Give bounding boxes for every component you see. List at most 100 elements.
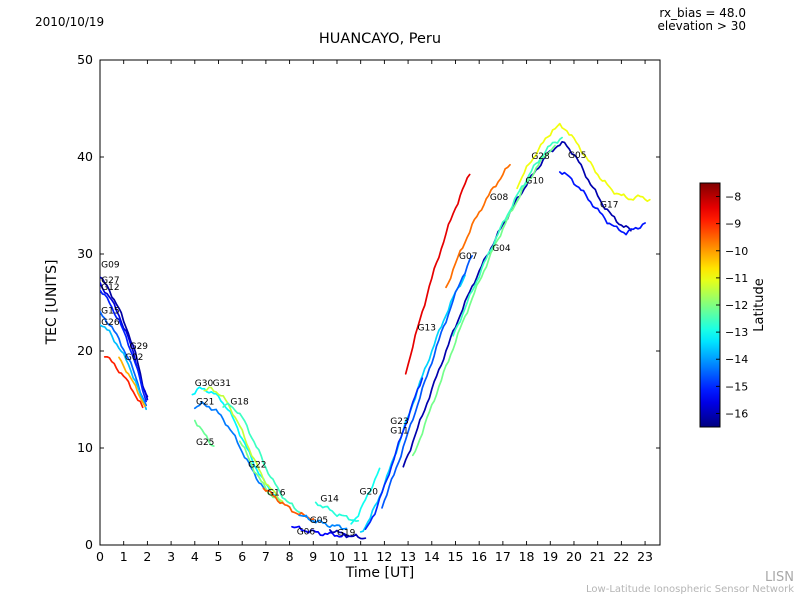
satellite-label: G12 (101, 283, 119, 293)
satellite-label: G20 (360, 488, 379, 498)
satellite-label: G04 (492, 244, 511, 254)
trace-G25 (193, 419, 215, 447)
colorbar-tick-label: −16 (725, 407, 748, 420)
satellite-label: G26 (101, 318, 120, 328)
satellite-label: G28 (531, 152, 550, 162)
page-title: HUANCAYO, Peru (318, 31, 442, 47)
x-tick-label: 9 (309, 549, 317, 564)
satellite-label: G22 (248, 460, 266, 470)
x-tick-label: 2 (143, 549, 151, 564)
colorbar: −8 −9 −10 −11 −12 −13 −14 −15 −16 (699, 182, 748, 428)
satellite-label: G23 (390, 417, 408, 427)
satellite-label: G15 (101, 306, 119, 316)
trace-G09 (100, 276, 149, 398)
x-tick-label: 12 (376, 549, 392, 564)
satellite-label: G14 (320, 494, 339, 504)
trace-G26 (100, 324, 148, 411)
satellite-label: G07 (459, 252, 477, 262)
trace-G29 (118, 356, 146, 408)
y-tick-label: 50 (77, 52, 93, 67)
trace-G15 (100, 310, 148, 407)
x-tick-label: 20 (566, 549, 582, 564)
trace-G20 (350, 467, 381, 525)
x-tick-label: 14 (424, 549, 440, 564)
y-tick-label: 20 (77, 343, 93, 358)
y-axis-label: TEC [UNITS] (44, 259, 60, 345)
satellite-label: G25 (196, 438, 214, 448)
trace-G05 (516, 122, 651, 203)
x-tick-label: 23 (637, 549, 653, 564)
rx-bias-label: rx_bias = 48.0 (659, 6, 746, 20)
y-tick-label: 10 (77, 440, 93, 455)
x-axis-label: Time [UT] (345, 565, 415, 581)
satellite-label: G06 (297, 527, 316, 537)
elevation-label: elevation > 30 (657, 19, 747, 33)
y-tick-label: 0 (85, 537, 93, 552)
trace-G31 (203, 386, 284, 503)
satellite-label: G09 (101, 261, 120, 271)
x-tick-label: 18 (519, 549, 535, 564)
trace-G02 (103, 355, 144, 409)
lisn-logo-text: LISN (764, 570, 794, 585)
trace-G05 (298, 514, 348, 530)
satellite-label: G19 (337, 528, 356, 538)
satellite-label: G11 (390, 427, 408, 437)
network-name: Low-Latitude Ionospheric Sensor Network (586, 584, 794, 595)
trace-G17 (558, 171, 646, 236)
satellite-label: G31 (213, 379, 231, 389)
trace-G08 (445, 163, 511, 289)
satellite-label: G21 (196, 397, 214, 407)
colorbar-tick-label: −14 (725, 353, 748, 366)
colorbar-tick-label: −11 (725, 272, 748, 285)
x-tick-label: 16 (471, 549, 487, 564)
y-tick-label: 30 (77, 246, 93, 261)
colorbar-tick-label: −13 (725, 326, 748, 339)
trace-G13 (404, 173, 471, 375)
x-tick-label: 17 (495, 549, 511, 564)
satellite-label: G30 (195, 379, 214, 389)
satellite-label: G08 (490, 193, 509, 203)
x-tick-label: 15 (448, 549, 464, 564)
axes: 0 1 2 3 4 5 6 7 8 9 10 11 12 13 14 15 16 17 18 19 20 21 22 2301… (77, 52, 661, 564)
colorbar-tick-label: −10 (725, 245, 748, 258)
x-tick-label: 8 (286, 549, 294, 564)
satellite-label: G27 (101, 276, 119, 286)
x-tick-label: 6 (238, 549, 246, 564)
x-tick-label: 7 (262, 549, 270, 564)
date-label: 2010/10/19 (35, 15, 105, 29)
x-tick-label: 1 (120, 549, 128, 564)
satellite-label: G05 (568, 151, 586, 161)
trace-G12 (100, 289, 148, 403)
colorbar-tick-label: −12 (725, 299, 748, 312)
x-tick-label: 21 (590, 549, 606, 564)
x-tick-label: 11 (353, 549, 369, 564)
trace-G06 (291, 525, 350, 538)
lisn-watermark: LISN Low-Latitude Ionospheric Sensor Net… (586, 570, 794, 596)
colorbar-tick-label: −15 (725, 380, 748, 393)
trace-G18 (222, 402, 303, 514)
satellite-label: G05 (310, 516, 328, 526)
satellite-label: G29 (130, 342, 149, 352)
satellite-label: G02 (125, 353, 143, 363)
x-tick-label: 13 (400, 549, 416, 564)
trace-G07 (381, 255, 473, 509)
x-tick-label: 10 (329, 549, 345, 564)
satellite-label: G13 (418, 324, 436, 334)
x-tick-label: 3 (167, 549, 175, 564)
satellite-label: G10 (525, 176, 544, 186)
satellite-label: G16 (267, 489, 286, 499)
colorbar-label: Latitude (752, 278, 767, 332)
x-tick-label: 0 (96, 549, 104, 564)
satellite-label: G17 (600, 201, 618, 211)
trace-G23 (364, 377, 424, 531)
satellite-label: G18 (230, 397, 249, 407)
x-tick-label: 5 (215, 549, 223, 564)
y-tick-label: 40 (77, 149, 93, 164)
x-tick-label: 19 (542, 549, 558, 564)
satellite-traces (100, 122, 651, 540)
trace-G04 (402, 140, 632, 468)
trace-G10 (411, 144, 556, 457)
colorbar-tick-label: −8 (725, 191, 741, 204)
